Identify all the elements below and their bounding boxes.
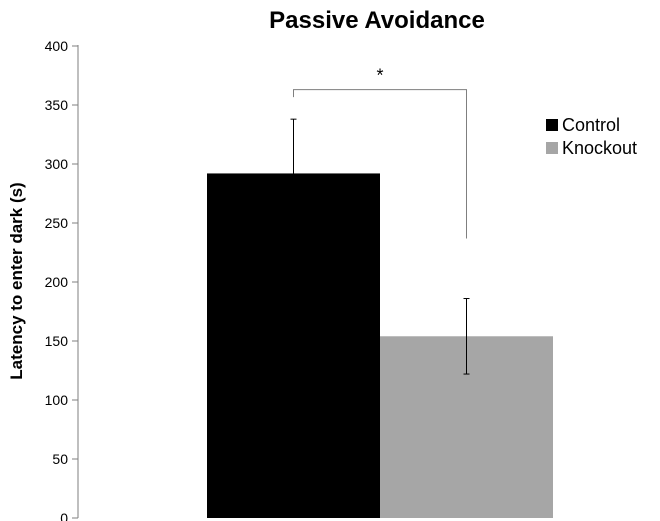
legend: Control Knockout	[546, 115, 637, 158]
bar-control	[207, 173, 380, 518]
significance-bracket	[293, 89, 467, 239]
y-tick-label: 200	[45, 274, 69, 290]
significance-star: *	[376, 66, 383, 86]
legend-label-knockout: Knockout	[562, 138, 637, 158]
y-tick-label: 100	[45, 392, 69, 408]
y-tick-label: 150	[45, 333, 69, 349]
y-axis-ticks: 0 50 100 150 200 250 300 350 400	[45, 38, 78, 521]
legend-label-control: Control	[562, 115, 620, 135]
y-tick-label: 250	[45, 215, 69, 231]
y-axis-label: Latency to enter dark (s)	[7, 182, 26, 379]
legend-swatch-control	[546, 119, 558, 131]
y-tick-label: 0	[60, 510, 68, 521]
y-tick-label: 50	[52, 451, 68, 467]
y-tick-label: 300	[45, 156, 69, 172]
y-tick-label: 350	[45, 97, 69, 113]
chart-title: Passive Avoidance	[269, 7, 485, 34]
legend-swatch-knockout	[546, 142, 558, 154]
error-bars	[290, 118, 470, 375]
y-tick-label: 400	[45, 38, 69, 54]
bars	[207, 173, 553, 518]
